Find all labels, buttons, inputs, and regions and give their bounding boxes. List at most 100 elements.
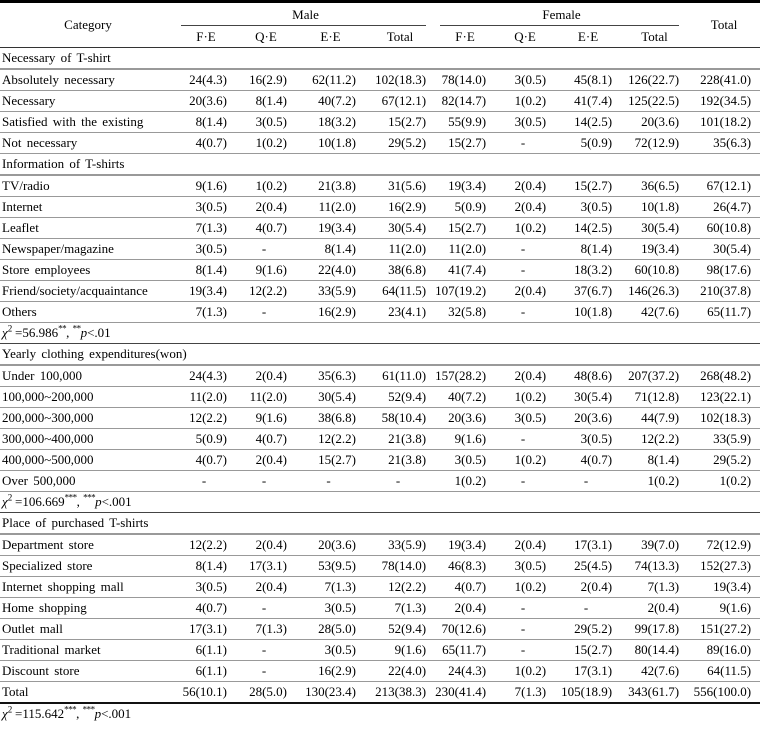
cell-value: 1(0.2) <box>495 449 556 471</box>
chi-value: =56.986 <box>11 325 59 340</box>
cell-value: 30(5.4) <box>621 217 689 239</box>
chi-significance-stars: *** <box>64 704 77 715</box>
cell-value: 20(3.6) <box>435 407 496 429</box>
cell-value: 10(1.8) <box>555 301 622 323</box>
table-row: 200,000~300,000 12(2.2) 9(1.6) 38(6.8) 58(10… <box>0 407 760 429</box>
row-label: Traditional market <box>0 639 176 661</box>
cell-value: 70(12.6) <box>435 618 496 640</box>
cell-value: 15(2.7) <box>365 111 436 133</box>
row-label: Home shopping <box>0 597 176 619</box>
section-title: Information of T-shirts <box>0 153 760 176</box>
section-header-row: Place of purchased T-shirts <box>0 512 760 535</box>
cell-value: 228(41.0) <box>688 69 760 91</box>
table-row: Newspaper/magazine 3(0.5) -8(1.4) 11(2.0) 11… <box>0 238 760 260</box>
cell-value: 2(0.4) <box>495 175 556 197</box>
cell-value: 62(11.2) <box>296 69 365 91</box>
row-label: 300,000~400,000 <box>0 428 176 450</box>
cell-value: 11(2.0) <box>435 238 496 260</box>
section-title: Necessary of T-shirt <box>0 47 760 70</box>
cell-value: 2(0.4) <box>621 597 689 619</box>
grand-total-row: Total 56(10.1) 28(5.0) 130(23.4) 213(38.3) 23… <box>0 681 760 704</box>
cell-value: 35(6.3) <box>688 132 760 154</box>
cell-value: 8(1.4) <box>176 111 236 133</box>
chi-square-row: χ2 =115.642***, ***p<.001 <box>0 702 760 724</box>
p-label: p <box>94 706 102 721</box>
cell-value: 3(0.5) <box>555 196 622 218</box>
table-row: Absolutely necessary 24(4.3) 16(2.9) 62(11.… <box>0 69 760 91</box>
table-body: Necessary of T-shirt Absolutely necessary… <box>0 47 760 724</box>
cell-value: 52(9.4) <box>365 386 436 408</box>
cell-value: 30(5.4) <box>365 217 436 239</box>
cell-value: 19(3.4) <box>176 280 236 302</box>
cell-value: 4(0.7) <box>236 217 296 239</box>
cell-value: 2(0.4) <box>555 576 622 598</box>
cell-value: 16(2.9) <box>365 196 436 218</box>
cell-value: 4(0.7) <box>555 449 622 471</box>
cell-value: 17(3.1) <box>236 555 296 577</box>
cell-value: - <box>495 238 556 260</box>
cell-value: 102(18.3) <box>365 69 436 91</box>
cell-value: 67(12.1) <box>688 175 760 197</box>
cell-value: - <box>555 470 622 492</box>
chi-significance-stars: *** <box>64 492 78 503</box>
chi-significance-stars: ** <box>58 323 67 334</box>
cell-value: 58(10.4) <box>365 407 436 429</box>
cell-value: 1(0.2) <box>236 132 296 154</box>
cell-value: 20(3.6) <box>621 111 689 133</box>
table-row: Necessary 20(3.6) 8(1.4) 40(7.2) 67(12.1) 82(… <box>0 90 760 112</box>
table-header: Category Male Female Total F·E Q·E E·E T… <box>0 1 760 48</box>
cell-value: 21(3.8) <box>296 175 365 197</box>
cell-value: 2(0.4) <box>495 196 556 218</box>
p-significance-stars: *** <box>83 492 96 503</box>
cell-value: - <box>495 301 556 323</box>
cell-value: 11(2.0) <box>296 196 365 218</box>
cell-value: - <box>495 639 556 661</box>
cell-value: 12(2.2) <box>176 407 236 429</box>
cell-value: 9(1.6) <box>365 639 436 661</box>
cell-value: 207(37.2) <box>621 365 689 387</box>
cell-value: 9(1.6) <box>176 175 236 197</box>
cell-value: 3(0.5) <box>495 407 556 429</box>
cell-value: 8(1.4) <box>621 449 689 471</box>
section-header-row: Yearly clothing expenditures(won) <box>0 343 760 366</box>
row-label: Leaflet <box>0 217 176 239</box>
cell-value: 4(0.7) <box>435 576 496 598</box>
row-label: Department store <box>0 534 176 556</box>
cell-value: 18(3.2) <box>296 111 365 133</box>
row-label: Friend/society/acquaintance <box>0 280 176 302</box>
cell-value: - <box>495 597 556 619</box>
cell-value: 3(0.5) <box>495 111 556 133</box>
section-title: Place of purchased T-shirts <box>0 512 760 535</box>
cell-value: 3(0.5) <box>555 428 622 450</box>
cell-value: 1(0.2) <box>495 386 556 408</box>
row-label: Under 100,000 <box>0 365 176 387</box>
cell-value: 12(2.2) <box>236 280 296 302</box>
cell-value: 41(7.4) <box>555 90 622 112</box>
cell-value: 1(0.2) <box>495 217 556 239</box>
cell-value: - <box>176 470 236 492</box>
table-row: Friend/society/acquaintance 19(3.4) 12(2.2… <box>0 280 760 302</box>
cell-value: 32(5.8) <box>435 301 496 323</box>
cell-value: 11(2.0) <box>236 386 296 408</box>
cell-value: 89(16.0) <box>688 639 760 661</box>
cell-value: - <box>495 470 556 492</box>
cell-value: 24(4.3) <box>176 365 236 387</box>
cell-value: - <box>365 470 436 492</box>
row-label: TV/radio <box>0 175 176 197</box>
cell-value: 78(14.0) <box>435 69 496 91</box>
row-label: Not necessary <box>0 132 176 154</box>
cell-value: 38(6.8) <box>296 407 365 429</box>
cell-value: 20(3.6) <box>296 534 365 556</box>
cell-value: - <box>495 132 556 154</box>
cell-value: 29(5.2) <box>688 449 760 471</box>
cell-value: 72(12.9) <box>621 132 689 154</box>
cell-value: 2(0.4) <box>495 280 556 302</box>
cell-value: 2(0.4) <box>495 534 556 556</box>
row-label: 100,000~200,000 <box>0 386 176 408</box>
cell-value: 7(1.3) <box>621 576 689 598</box>
cell-value: 8(1.4) <box>296 238 365 260</box>
cell-value: 1(0.2) <box>236 175 296 197</box>
cell-value: 37(6.7) <box>555 280 622 302</box>
cell-value: 15(2.7) <box>555 639 622 661</box>
